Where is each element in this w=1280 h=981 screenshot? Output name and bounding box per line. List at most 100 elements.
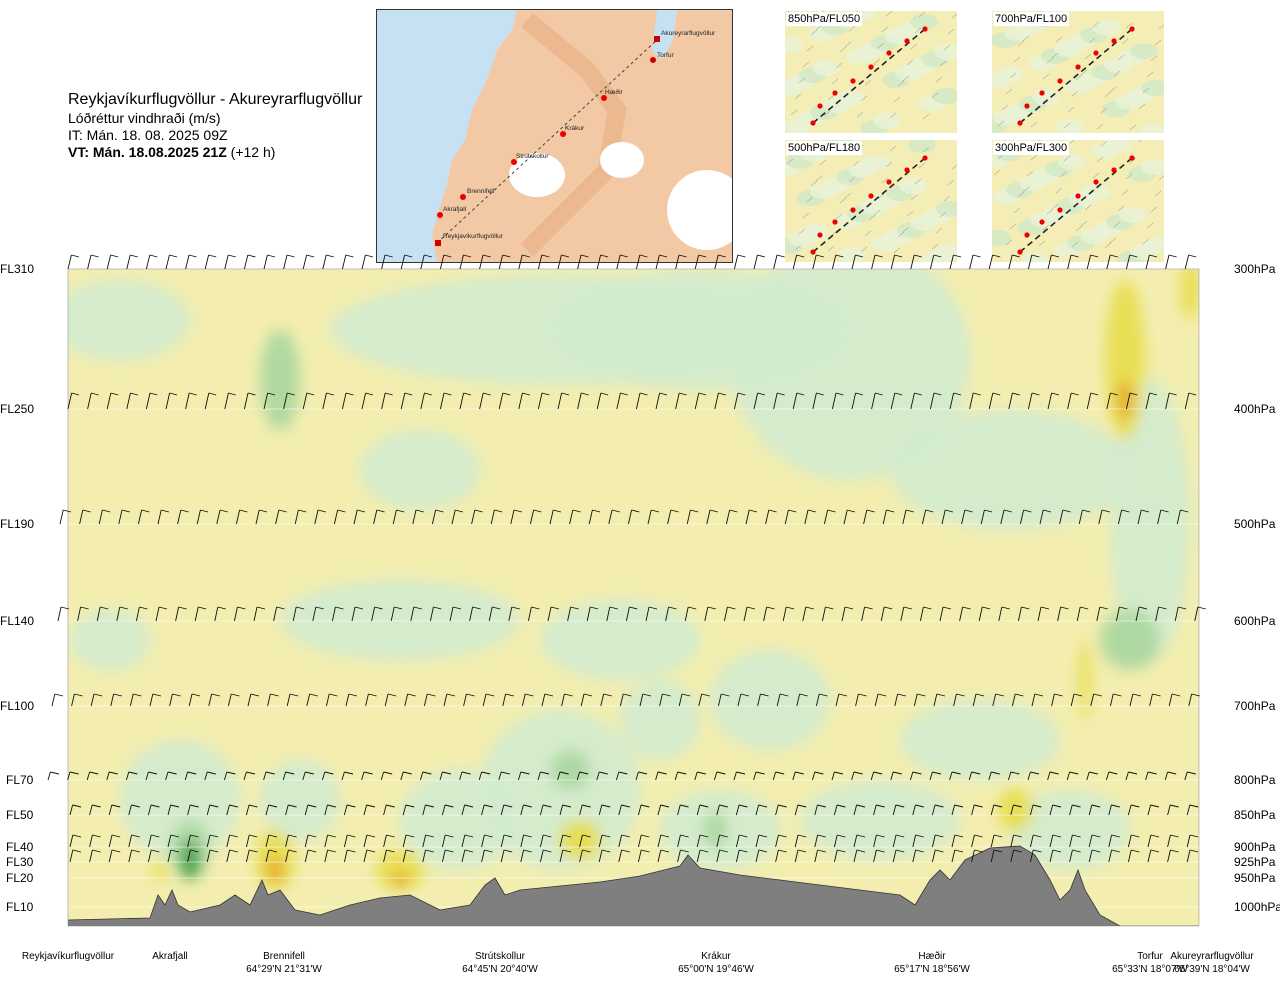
wind-barb [185, 392, 197, 410]
wind-barb [569, 509, 581, 525]
wind-barb [939, 606, 952, 622]
wind-barb [321, 771, 334, 781]
wind-barb [285, 834, 297, 848]
wind-barb [598, 849, 611, 863]
wind-barb [557, 254, 570, 270]
wind-barb [1086, 771, 1098, 781]
wind-barb [498, 392, 511, 410]
station-torfur: Torfur 65°33'N 18°07'W [1112, 951, 1188, 975]
wind-barb [482, 693, 495, 707]
wind-barb [461, 804, 474, 816]
wind-barb [745, 509, 758, 525]
inset-waypoint-dot [886, 50, 892, 56]
inset-300-label: 300hPa/FL300 [993, 141, 1070, 155]
wind-barb [972, 693, 985, 707]
field-patch [1105, 280, 1145, 440]
wind-barb [776, 693, 789, 707]
wind-barb [1059, 509, 1071, 525]
wind-barb [521, 693, 534, 707]
wind-barb [116, 606, 128, 622]
wind-barb [206, 834, 219, 848]
fl-label-fl40: FL40 [6, 840, 34, 854]
wind-barb [913, 693, 926, 707]
wind-barb [541, 693, 554, 707]
wind-barb [381, 254, 393, 270]
wind-barb [439, 254, 452, 270]
wind-barb [373, 509, 385, 525]
wind-barb [1086, 392, 1099, 410]
wind-barb [616, 254, 628, 270]
map-label-torfur: Torfur [657, 52, 674, 59]
wind-barb [735, 834, 748, 848]
wind-barb [733, 392, 746, 410]
wind-barb [714, 392, 726, 410]
wind-barb [420, 254, 432, 270]
wind-barb [1049, 834, 1062, 848]
wind-barb [263, 771, 275, 781]
wind-barb [1135, 606, 1148, 622]
wind-barb [716, 804, 728, 816]
wind-barb [863, 509, 875, 525]
wind-barb [206, 804, 219, 816]
inset-route-line [1019, 157, 1133, 253]
wind-barb [188, 693, 201, 707]
wind-barb [245, 849, 258, 863]
wind-barb [931, 834, 944, 848]
wind-barb [890, 392, 903, 410]
wind-barb [1106, 254, 1118, 270]
wind-barb [227, 693, 240, 707]
field-patch [703, 810, 727, 850]
wind-barb [380, 771, 393, 781]
wind-barb [792, 392, 805, 410]
wind-barb [851, 392, 864, 410]
wind-barb [263, 254, 276, 270]
wind-barb [235, 509, 248, 525]
wind-barb [129, 693, 142, 707]
wind-barb [988, 771, 1000, 781]
wind-barb [1167, 804, 1179, 816]
wind-barb [243, 392, 256, 410]
wind-barb [949, 392, 962, 410]
wind-barb [855, 693, 867, 707]
wind-barb [796, 693, 808, 707]
wind-barb [1127, 834, 1140, 848]
wind-barb [304, 849, 317, 863]
inset-waypoint-dot [817, 103, 823, 109]
hpa-label-925: 925hPa [1234, 855, 1276, 869]
wind-barb [383, 849, 395, 863]
wind-barb [615, 771, 628, 781]
wind-barb [404, 693, 416, 707]
wind-barb [1167, 834, 1179, 848]
field-patch [392, 872, 408, 888]
wind-barb [910, 392, 922, 410]
wind-barb [992, 693, 1004, 707]
wind-barb [714, 254, 726, 270]
wind-barb [71, 693, 83, 707]
fl-label-fl10: FL10 [6, 900, 34, 914]
wind-barb [322, 392, 334, 410]
wind-barb [500, 834, 513, 848]
wind-barb [990, 849, 1003, 863]
wind-barb [735, 849, 748, 863]
waypoint-marker [437, 212, 443, 218]
wind-barb [831, 771, 844, 781]
wind-barb [471, 509, 483, 525]
wind-barb [635, 254, 648, 270]
station-reykjavik: Reykjavíkurflugvöllur [21, 951, 115, 962]
wind-barb [304, 834, 317, 848]
wind-barb [949, 771, 961, 781]
wind-barb [1031, 693, 1044, 707]
wind-barb [812, 392, 824, 410]
wind-barb [873, 849, 885, 863]
wind-barb [253, 606, 266, 622]
wind-barb [647, 509, 660, 525]
wind-barb [520, 834, 532, 848]
wind-barb [1007, 771, 1020, 781]
wind-barb [126, 392, 138, 410]
wind-barb [980, 509, 993, 525]
wind-barb [861, 606, 873, 622]
wind-barb [402, 804, 415, 816]
wind-barb [902, 509, 914, 525]
inset-field [785, 11, 957, 133]
